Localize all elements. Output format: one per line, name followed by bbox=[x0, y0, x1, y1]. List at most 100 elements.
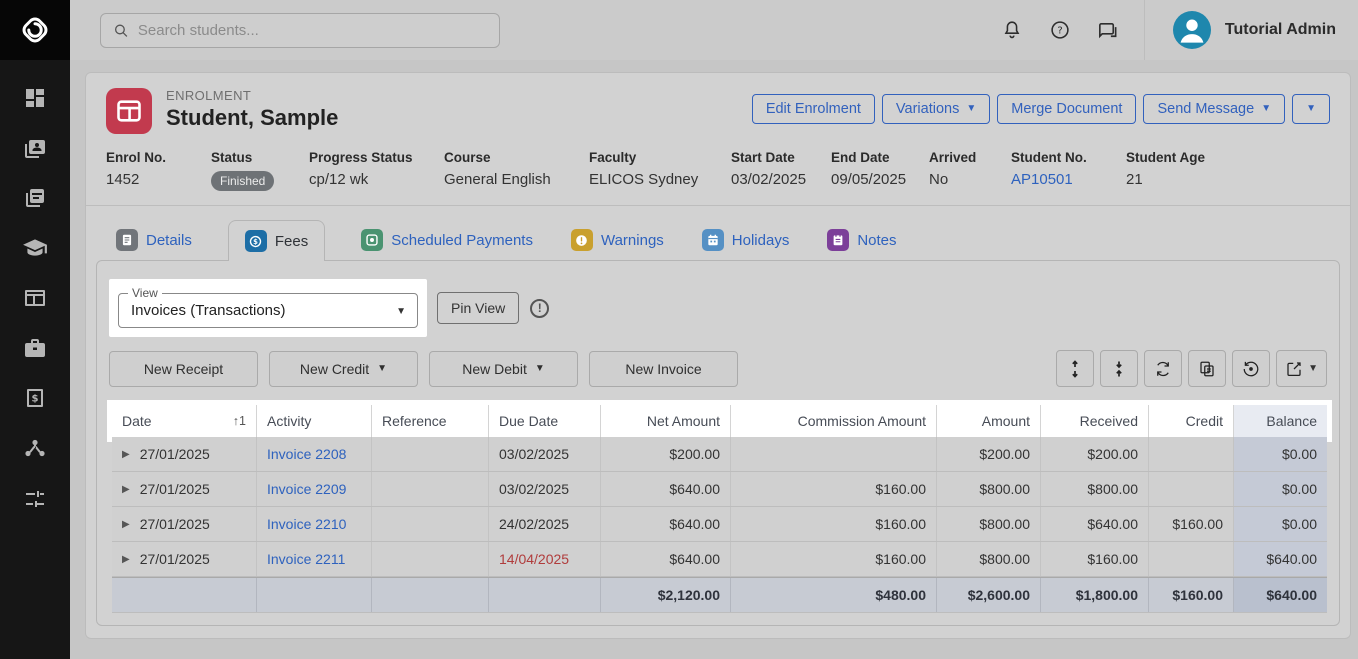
tab-warnings[interactable]: Warnings bbox=[569, 220, 666, 260]
layout-icon[interactable] bbox=[15, 286, 55, 310]
dashboard-icon[interactable] bbox=[15, 86, 55, 110]
view-select[interactable]: View Invoices (Transactions) ▼ bbox=[118, 286, 418, 328]
cell-net: $200.00 bbox=[601, 437, 731, 471]
info-field-start-date: Start Date 03/02/2025 bbox=[731, 150, 807, 188]
column-label: Commission Amount bbox=[797, 413, 926, 429]
cell-commission: $160.00 bbox=[731, 507, 937, 541]
enrolment-tabs: Details $ Fees Scheduled Payments Warnin… bbox=[86, 206, 1350, 261]
cell-commission bbox=[731, 437, 937, 471]
messages-icon[interactable] bbox=[1096, 18, 1120, 42]
copy-grid-button[interactable] bbox=[1188, 350, 1227, 387]
column-header-balance[interactable]: Balance bbox=[1234, 405, 1327, 437]
cell-balance: $640.00 bbox=[1234, 578, 1327, 612]
expand-rows-button[interactable] bbox=[1056, 350, 1095, 387]
cell-commission: $480.00 bbox=[731, 578, 937, 612]
tab-details[interactable]: Details bbox=[114, 220, 194, 260]
pin-view-button[interactable]: Pin View bbox=[437, 292, 520, 324]
cell-reference bbox=[372, 437, 489, 471]
cell-net: $640.00 bbox=[601, 507, 731, 541]
new-receipt-button[interactable]: New Receipt bbox=[109, 350, 258, 387]
row-expander-icon[interactable]: ▶ bbox=[122, 483, 130, 495]
table-row[interactable]: ▶ 27/01/2025 Invoice 2210 24/02/2025 $640.00… bbox=[112, 507, 1327, 542]
search-box[interactable] bbox=[100, 12, 500, 48]
row-expander-icon[interactable]: ▶ bbox=[122, 518, 130, 530]
table-header-row: Date ↑1 Activity Reference Due Date Net Amoun… bbox=[112, 405, 1327, 437]
help-icon[interactable]: ? bbox=[1048, 18, 1072, 42]
network-icon[interactable] bbox=[15, 436, 55, 460]
column-header-net[interactable]: Net Amount bbox=[601, 405, 731, 437]
table-row[interactable]: ▶ 27/01/2025 Invoice 2211 14/04/2025 $640.00… bbox=[112, 542, 1327, 577]
caret-down-icon: ▼ bbox=[396, 306, 406, 317]
cell-received: $160.00 bbox=[1041, 542, 1149, 576]
academics-icon[interactable] bbox=[15, 236, 55, 260]
documents-icon[interactable] bbox=[15, 186, 55, 210]
view-spotlight: View Invoices (Transactions) ▼ bbox=[109, 279, 427, 337]
send-message-button[interactable]: Send Message ▼ bbox=[1143, 94, 1286, 124]
column-header-due_date[interactable]: Due Date bbox=[489, 405, 601, 437]
column-header-credit[interactable]: Credit bbox=[1149, 405, 1234, 437]
divider bbox=[1143, 0, 1145, 60]
history-icon bbox=[1243, 361, 1259, 376]
invoice-link[interactable]: Invoice 2210 bbox=[267, 516, 347, 532]
column-header-activity[interactable]: Activity bbox=[257, 405, 372, 437]
cell-activity: Invoice 2210 bbox=[257, 507, 372, 541]
settings-sliders-icon[interactable] bbox=[15, 486, 55, 510]
avatar[interactable] bbox=[1172, 11, 1211, 49]
tab-scheduled-payments[interactable]: Scheduled Payments bbox=[359, 220, 535, 260]
app-logo[interactable] bbox=[0, 0, 70, 60]
invoice-link[interactable]: Invoice 2211 bbox=[267, 551, 346, 567]
column-header-commission[interactable]: Commission Amount bbox=[731, 405, 937, 437]
finance-icon[interactable]: $ bbox=[15, 386, 55, 410]
info-icon[interactable]: ! bbox=[530, 298, 550, 318]
top-bar: ? Tutorial Admin bbox=[70, 0, 1358, 60]
students-icon[interactable] bbox=[15, 136, 55, 160]
cell-balance: $640.00 bbox=[1234, 542, 1327, 576]
cell-received: $1,800.00 bbox=[1041, 578, 1149, 612]
collapse-rows-button[interactable] bbox=[1100, 350, 1139, 387]
refresh-button[interactable] bbox=[1144, 350, 1183, 387]
info-field-faculty: Faculty ELICOS Sydney bbox=[589, 150, 699, 188]
column-label: Date bbox=[122, 413, 152, 429]
table-row[interactable]: ▶ 27/01/2025 Invoice 2208 03/02/2025 $200.00… bbox=[112, 437, 1327, 472]
new-invoice-button[interactable]: New Invoice bbox=[589, 350, 738, 387]
agents-briefcase-icon[interactable] bbox=[15, 336, 55, 360]
cell-activity: Invoice 2209 bbox=[257, 472, 372, 506]
history-button[interactable] bbox=[1232, 350, 1271, 387]
export-button[interactable]: ▼ bbox=[1276, 350, 1327, 387]
tab-notes[interactable]: Notes bbox=[825, 220, 898, 260]
cell-activity: Invoice 2208 bbox=[257, 437, 372, 471]
row-expander-icon[interactable]: ▶ bbox=[122, 553, 130, 565]
table-row[interactable]: ▶ 27/01/2025 Invoice 2209 03/02/2025 $640.00… bbox=[112, 472, 1327, 507]
column-header-received[interactable]: Received bbox=[1041, 405, 1149, 437]
row-expander-icon[interactable]: ▶ bbox=[122, 448, 130, 460]
cell-received: $200.00 bbox=[1041, 437, 1149, 471]
caret-down-icon: ▼ bbox=[534, 362, 545, 374]
notifications-bell-icon[interactable] bbox=[1000, 18, 1024, 42]
invoice-link[interactable]: Invoice 2209 bbox=[267, 481, 347, 497]
tab-fees[interactable]: $ Fees bbox=[227, 220, 326, 261]
cell-received: $640.00 bbox=[1041, 507, 1149, 541]
column-label: Due Date bbox=[499, 413, 559, 429]
tab-holidays[interactable]: Holidays bbox=[700, 220, 792, 260]
merge-document-button[interactable]: Merge Document bbox=[997, 94, 1137, 124]
user-name[interactable]: Tutorial Admin bbox=[1224, 21, 1336, 38]
view-select-label: View bbox=[128, 286, 162, 300]
column-header-date[interactable]: Date ↑1 bbox=[112, 405, 257, 437]
cell-due_date: 03/02/2025 bbox=[489, 437, 601, 471]
svg-text:?: ? bbox=[1057, 26, 1062, 37]
edit-enrolment-button[interactable]: Edit Enrolment bbox=[751, 94, 875, 124]
new-credit-button[interactable]: New Credit ▼ bbox=[269, 350, 418, 387]
column-header-amount[interactable]: Amount bbox=[937, 405, 1041, 437]
cell-credit bbox=[1149, 437, 1234, 471]
holidays-icon bbox=[701, 229, 724, 251]
student-no-link[interactable]: AP10501 bbox=[1011, 171, 1073, 188]
new-debit-button[interactable]: New Debit ▼ bbox=[429, 350, 578, 387]
invoice-link[interactable]: Invoice 2208 bbox=[267, 446, 347, 462]
warnings-icon bbox=[570, 229, 593, 251]
column-header-reference[interactable]: Reference bbox=[372, 405, 489, 437]
search-input[interactable] bbox=[137, 21, 487, 39]
caret-down-icon: ▼ bbox=[1308, 362, 1318, 374]
info-field-status: Status Finished bbox=[211, 150, 309, 191]
more-actions-button[interactable]: ▼ bbox=[1292, 94, 1330, 124]
variations-button[interactable]: Variations ▼ bbox=[881, 94, 991, 124]
